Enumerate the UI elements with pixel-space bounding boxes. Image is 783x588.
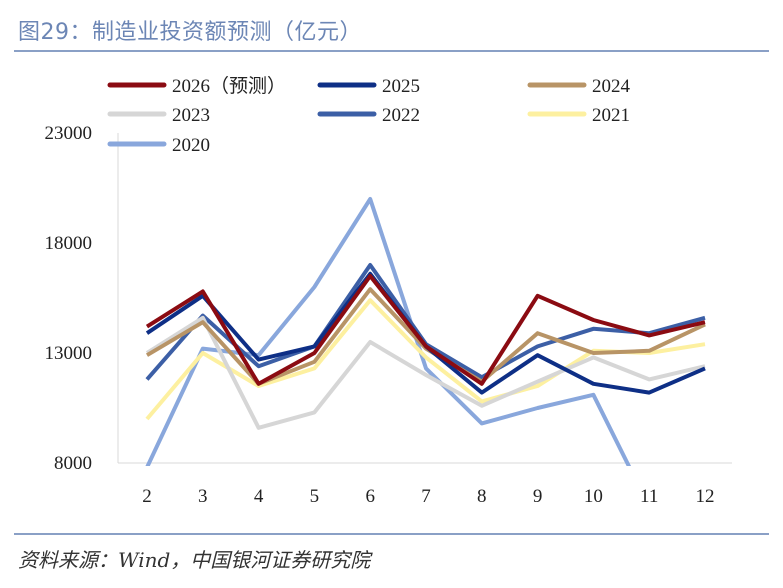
y-tick-label: 8000 [54, 453, 92, 474]
footer-rule [14, 533, 769, 535]
x-tick-label: 7 [421, 486, 431, 507]
title-rule [14, 50, 769, 52]
series-layer [145, 197, 706, 466]
chart-legend: 2026（预测） 2025 2024 2023 2022 2021 2020 [107, 75, 631, 156]
legend-label: 2021 [592, 105, 630, 126]
x-tick-label: 9 [533, 486, 543, 507]
chart-axes: 8000 13000 18000 23000 2 3 4 5 6 7 8 9 10 11 12 [45, 123, 732, 507]
chart-title: 图29：制造业投资额预测（亿元） [18, 20, 362, 45]
y-tick-label: 13000 [45, 343, 93, 364]
source-note: 资料来源：Wind，中国银河证券研究院 [18, 548, 371, 572]
x-tick-label: 4 [254, 486, 264, 507]
x-tick-label: 3 [198, 486, 208, 507]
x-tick-label: 11 [640, 486, 658, 507]
legend-item: 2025 [317, 76, 420, 97]
x-tick-label: 8 [477, 486, 487, 507]
legend-label: 2020 [172, 135, 210, 156]
legend-label: 2023 [172, 105, 210, 126]
x-tick-label: 12 [696, 486, 715, 507]
legend-item: 2024 [527, 76, 631, 97]
series-line-2021 [145, 298, 706, 421]
legend-item: 2021 [527, 105, 630, 126]
x-tick-label: 10 [584, 486, 603, 507]
x-tick-label: 5 [310, 486, 320, 507]
legend-item: 2022 [317, 105, 420, 126]
series-line-2026 [145, 274, 706, 386]
series-line-2023 [145, 315, 706, 430]
legend-label: 2026（预测） [172, 75, 286, 97]
legend-item: 2023 [107, 105, 210, 126]
x-tick-label: 2 [142, 486, 152, 507]
y-tick-label: 18000 [45, 233, 93, 254]
legend-label: 2024 [592, 76, 631, 97]
legend-label: 2022 [382, 105, 420, 126]
legend-item: 2020 [107, 135, 210, 156]
line-chart: 8000 13000 18000 23000 2 3 4 5 6 7 8 9 10 11 12 2026（预… [45, 75, 732, 507]
x-tick-label: 6 [365, 486, 375, 507]
y-tick-label: 23000 [45, 123, 93, 144]
legend-item: 2026（预测） [107, 75, 286, 97]
legend-label: 2025 [382, 76, 420, 97]
